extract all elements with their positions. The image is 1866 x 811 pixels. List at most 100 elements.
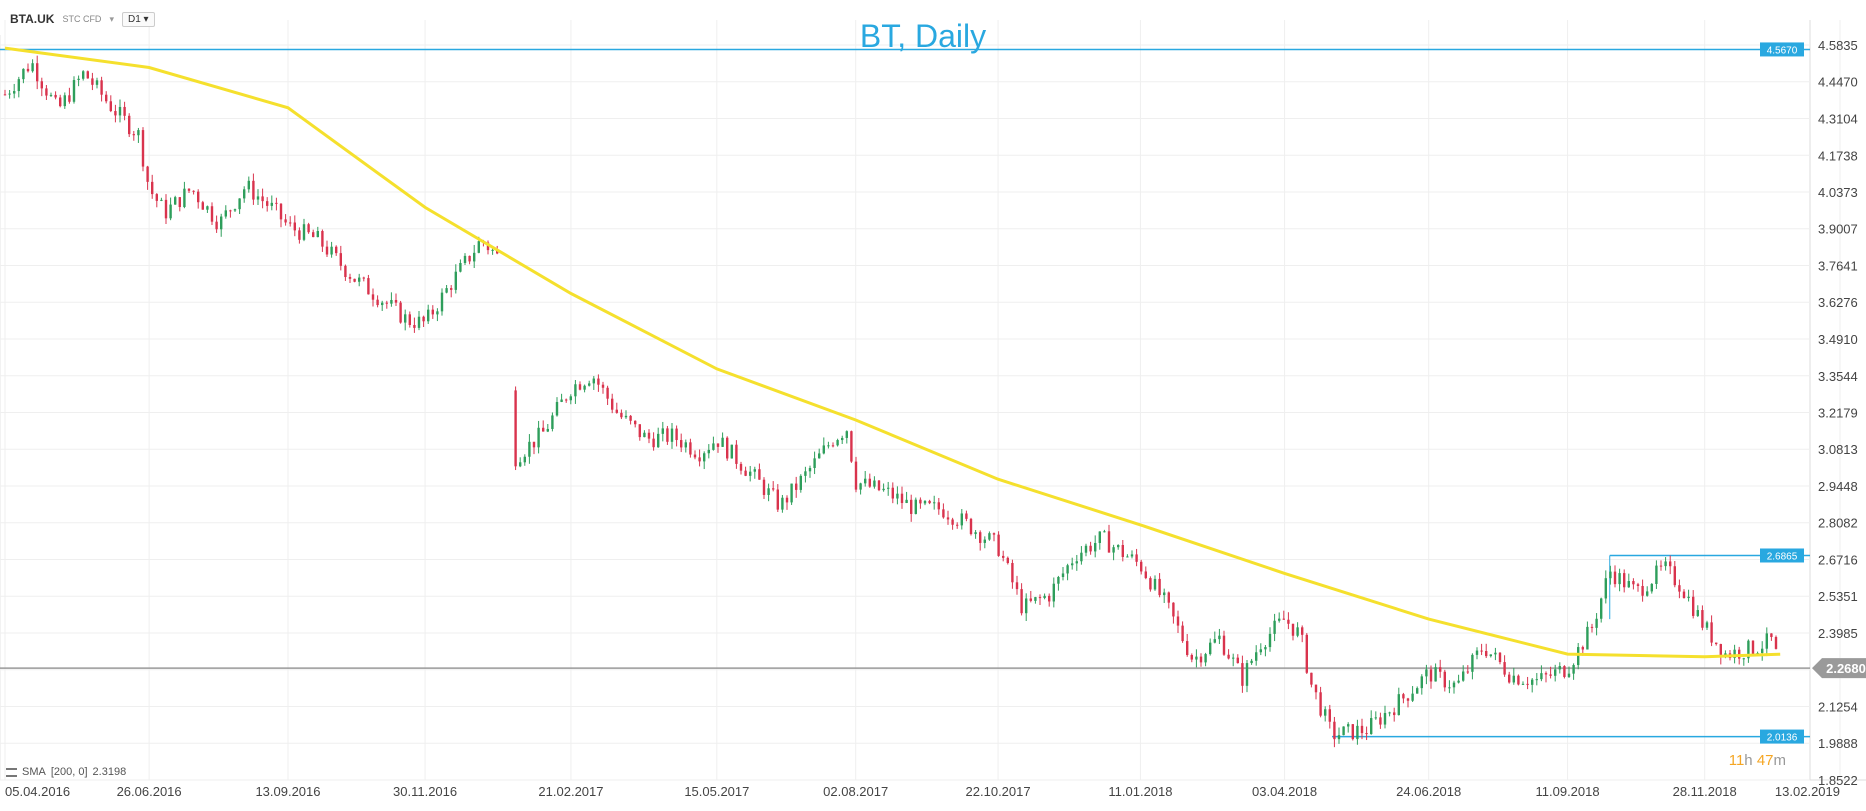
candle-body — [1153, 578, 1157, 590]
candle-body — [1218, 635, 1221, 640]
candle-body — [473, 252, 476, 262]
candle-body — [565, 399, 568, 401]
candle-body — [1581, 647, 1584, 650]
candle-body — [141, 130, 145, 167]
candle-body — [744, 470, 747, 476]
candle-body — [77, 78, 80, 81]
candle-body — [808, 468, 812, 472]
timer-minutes: 47 — [1756, 752, 1774, 769]
candle-body — [753, 469, 756, 472]
timer-hours: 11 — [1728, 752, 1745, 769]
y-tick-label: 4.5835 — [1818, 38, 1858, 53]
candle-body — [164, 199, 168, 219]
candle-body — [413, 324, 416, 328]
candle-body — [739, 463, 743, 471]
y-tick-label: 3.0813 — [1818, 442, 1858, 457]
candle-body — [1462, 671, 1465, 681]
candle-body — [831, 445, 835, 447]
candle-body — [551, 415, 554, 429]
candle-body — [247, 180, 250, 190]
candle-body — [1167, 592, 1170, 603]
y-tick-label: 2.9448 — [1818, 479, 1858, 494]
candle-body — [1084, 545, 1088, 553]
candle-body — [624, 415, 628, 418]
candle-body — [1135, 554, 1138, 562]
candle-body — [1751, 640, 1755, 655]
candle-body — [261, 196, 264, 202]
candle-body — [933, 502, 936, 504]
candle-body — [187, 188, 191, 191]
candle-body — [1466, 671, 1469, 673]
candle-body — [49, 94, 53, 96]
candle-body — [1719, 644, 1722, 657]
candle-body — [891, 487, 894, 499]
candle-body — [1627, 581, 1630, 588]
level-label-bg — [1760, 42, 1804, 57]
candle-body — [1048, 595, 1051, 602]
candle-body — [1544, 673, 1548, 675]
candle-body — [1678, 585, 1681, 592]
x-tick-label: 15.05.2017 — [684, 784, 749, 799]
candle-body — [1586, 626, 1589, 650]
candle-body — [1094, 542, 1097, 552]
symbol-label[interactable]: BTA.UK — [10, 12, 55, 26]
candle-body — [1485, 651, 1488, 657]
candle-body — [1038, 597, 1042, 599]
candle-body — [358, 277, 361, 282]
candle-body — [767, 488, 770, 495]
candle-body — [229, 210, 232, 212]
candle-body — [325, 246, 329, 255]
current-price-tag — [1812, 658, 1866, 679]
candle-body — [1715, 642, 1718, 645]
candle-body — [597, 378, 600, 385]
indicator-legend[interactable]: SMA [200, 0] 2.3198 — [6, 766, 126, 778]
candle-body — [238, 198, 241, 210]
candle-body — [951, 519, 954, 525]
indicator-settings-icon[interactable] — [6, 767, 17, 777]
candle-body — [63, 95, 66, 107]
candle-body — [606, 387, 609, 399]
timer-minutes-unit: m — [1773, 752, 1787, 769]
candle-body — [160, 199, 163, 201]
candle-body — [1089, 545, 1092, 552]
candle-body — [344, 265, 347, 278]
chevron-down-icon[interactable]: ▾ — [109, 13, 114, 24]
candle-body — [1333, 721, 1336, 740]
candle-body — [1508, 674, 1511, 683]
timeframe-select[interactable]: D1 ▾ — [121, 11, 155, 27]
candle-body — [1236, 657, 1239, 664]
candle-body — [1337, 735, 1341, 740]
candle-body — [1742, 658, 1745, 660]
candle-body — [1682, 591, 1686, 599]
indicator-value: 2.3198 — [92, 766, 127, 778]
candle-body — [859, 483, 862, 490]
candle-body — [1388, 712, 1391, 714]
candle-body — [749, 471, 752, 476]
candle-body — [1176, 616, 1180, 626]
level-label: 4.5670 — [1767, 45, 1798, 56]
candle-body — [1342, 726, 1345, 736]
candle-body — [293, 222, 296, 231]
candle-body — [887, 487, 890, 489]
candle-body — [1761, 648, 1764, 654]
candle-body — [1066, 565, 1069, 574]
candle-body — [220, 216, 223, 230]
candle-body — [707, 449, 710, 454]
candle-body — [937, 502, 940, 510]
candle-body — [1314, 684, 1318, 693]
x-tick-label: 11.01.2018 — [1108, 784, 1172, 799]
candle-body — [1439, 667, 1442, 672]
candle-body — [910, 499, 913, 514]
candle-body — [1204, 654, 1207, 663]
candle-body — [578, 384, 582, 390]
candle-body — [1590, 626, 1594, 628]
candle-body — [1646, 591, 1649, 596]
candle-body — [882, 488, 885, 491]
candle-body — [1521, 683, 1525, 685]
candle-body — [31, 63, 34, 72]
candle-body — [1071, 563, 1074, 566]
candle-body — [13, 91, 16, 94]
y-tick-label: 2.1254 — [1818, 699, 1858, 714]
